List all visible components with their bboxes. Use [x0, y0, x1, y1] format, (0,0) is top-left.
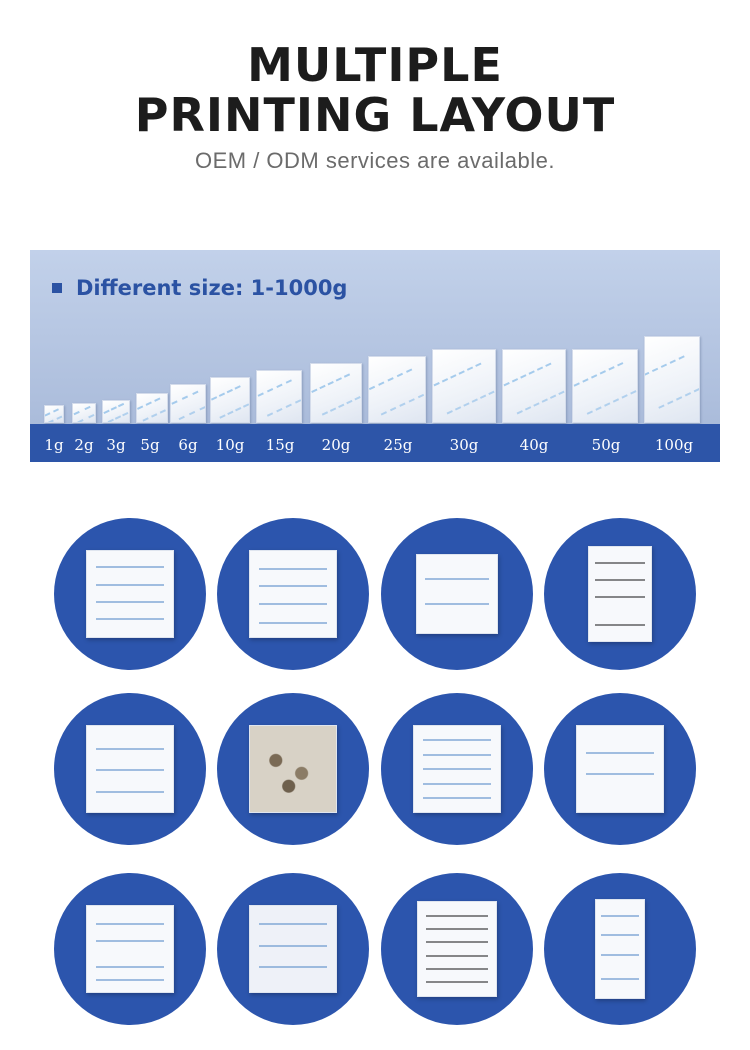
size-label-3g: 3g: [106, 436, 126, 454]
sample-circle-6: [217, 693, 369, 845]
size-label-40g: 40g: [519, 436, 549, 454]
size-label-15g: 15g: [265, 436, 295, 454]
sample-grid: [54, 518, 696, 1028]
size-label-20g: 20g: [321, 436, 351, 454]
packet-50g: [572, 349, 638, 423]
sample-circle-4: [544, 518, 696, 670]
size-banner-header: Different size: 1-1000g: [52, 276, 347, 300]
packet-20g: [310, 363, 362, 423]
size-label-1g: 1g: [44, 436, 64, 454]
size-label-100g: 100g: [654, 436, 694, 454]
sample-circle-3: [381, 518, 533, 670]
size-label-50g: 50g: [591, 436, 621, 454]
packet-25g: [368, 356, 426, 423]
packet-5g: [136, 393, 168, 423]
sample-packet-image: [588, 546, 652, 642]
sample-circle-7: [381, 693, 533, 845]
sample-circle-9: [54, 873, 206, 1025]
page-header: MULTIPLE PRINTING LAYOUT OEM / ODM servi…: [0, 40, 750, 174]
page-title-line-2: PRINTING LAYOUT: [134, 88, 616, 142]
sample-packet-image: [595, 899, 645, 999]
size-label-25g: 25g: [383, 436, 413, 454]
packet-1g: [44, 405, 64, 423]
sample-circle-12: [544, 873, 696, 1025]
size-floor: [30, 424, 720, 462]
packet-6g: [170, 384, 206, 423]
sample-packet-image: [413, 725, 501, 813]
sample-packet-image: [249, 550, 337, 638]
size-label-5g: 5g: [140, 436, 160, 454]
sample-packet-image: [249, 905, 337, 993]
packet-3g: [102, 400, 130, 423]
sample-circle-10: [217, 873, 369, 1025]
size-label-2g: 2g: [74, 436, 94, 454]
sample-packet-image: [576, 725, 664, 813]
sample-packet-image: [86, 905, 174, 993]
size-label-6g: 6g: [178, 436, 198, 454]
packet-15g: [256, 370, 302, 423]
square-bullet-icon: [52, 283, 62, 293]
packet-100g: [644, 336, 700, 423]
sample-packet-image: [86, 725, 174, 813]
page-subtitle: OEM / ODM services are available.: [194, 148, 556, 173]
packet-40g: [502, 349, 566, 423]
sample-circle-1: [54, 518, 206, 670]
page-title-line-1: MULTIPLE: [247, 38, 503, 92]
sample-packet-image: [416, 554, 498, 634]
packet-30g: [432, 349, 496, 423]
sample-packet-image: [249, 725, 337, 813]
size-banner: Different size: 1-1000g 1g 2g 3g 5g 6g 1…: [30, 250, 720, 462]
sample-circle-5: [54, 693, 206, 845]
sample-packet-image: [86, 550, 174, 638]
packet-2g: [72, 403, 96, 423]
sample-circle-8: [544, 693, 696, 845]
size-banner-title: Different size: 1-1000g: [76, 276, 348, 300]
sample-circle-11: [381, 873, 533, 1025]
packet-10g: [210, 377, 250, 423]
sample-packet-image: [417, 901, 497, 997]
sample-circle-2: [217, 518, 369, 670]
size-label-30g: 30g: [449, 436, 479, 454]
size-label-10g: 10g: [215, 436, 245, 454]
